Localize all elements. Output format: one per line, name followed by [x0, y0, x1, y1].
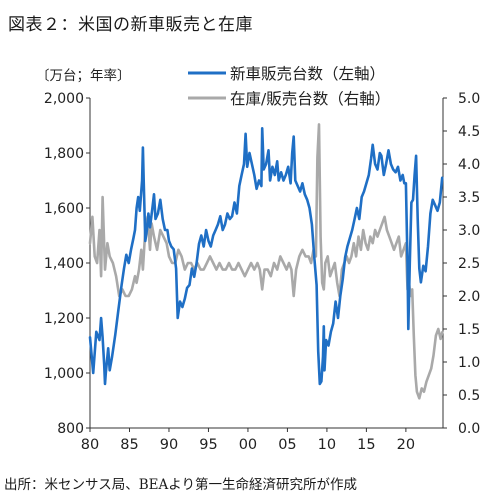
x-tick-label: 85	[120, 437, 138, 453]
x-tick-label: 15	[357, 437, 375, 453]
x-axis: 80 85 90 95 00 05 10 15 20	[81, 428, 415, 453]
right-tick-label: 2.5	[458, 256, 480, 272]
left-tick-label: 1,600	[44, 201, 84, 217]
x-tick-label: 10	[318, 437, 336, 453]
right-tick-label: 1.0	[458, 355, 480, 371]
right-tick-label: 4.5	[458, 124, 480, 140]
left-tick-label: 1,800	[44, 146, 84, 162]
right-tick-label: 5.0	[458, 91, 480, 107]
left-axis: 800 1,000 1,200 1,400 1,600 1,800 2,000	[44, 91, 90, 437]
x-tick-label: 00	[239, 437, 257, 453]
right-tick-label: 0.0	[458, 421, 480, 437]
left-tick-label: 1,400	[44, 256, 84, 272]
left-tick-label: 2,000	[44, 91, 84, 107]
series-layer	[88, 123, 444, 400]
right-axis: 0.0 0.5 1.0 1.5 2.0 2.5 3.0 3.5 4.0 4.5 5.0	[443, 91, 480, 437]
right-tick-label: 4.0	[458, 157, 480, 173]
right-tick-label: 0.5	[458, 388, 480, 404]
left-tick-label: 1,200	[44, 311, 84, 327]
source-note: 出所：米センサス局、BEAより第一生命経済研究所が作成	[4, 477, 357, 493]
right-tick-label: 1.5	[458, 322, 480, 338]
legend: 新車販売台数（左軸） 在庫/販売台数（右軸）	[188, 65, 390, 108]
x-tick-label: 05	[278, 437, 296, 453]
left-unit-label: 〔万台；年率〕	[36, 67, 131, 84]
figure-title: 図表２：米国の新車販売と在庫	[8, 15, 253, 35]
right-tick-label: 3.0	[458, 223, 480, 239]
left-tick-label: 1,000	[44, 366, 84, 382]
right-tick-label: 3.5	[458, 190, 480, 206]
legend-label-inventory: 在庫/販売台数（右軸）	[230, 90, 390, 108]
x-tick-label: 90	[160, 437, 178, 453]
legend-label-sales: 新車販売台数（左軸）	[230, 65, 385, 83]
left-tick-label: 800	[57, 421, 84, 437]
x-tick-label: 95	[199, 437, 217, 453]
x-tick-label: 80	[81, 437, 99, 453]
x-tick-label: 20	[397, 437, 415, 453]
series-line-sales	[88, 127, 444, 386]
right-tick-label: 2.0	[458, 289, 480, 305]
